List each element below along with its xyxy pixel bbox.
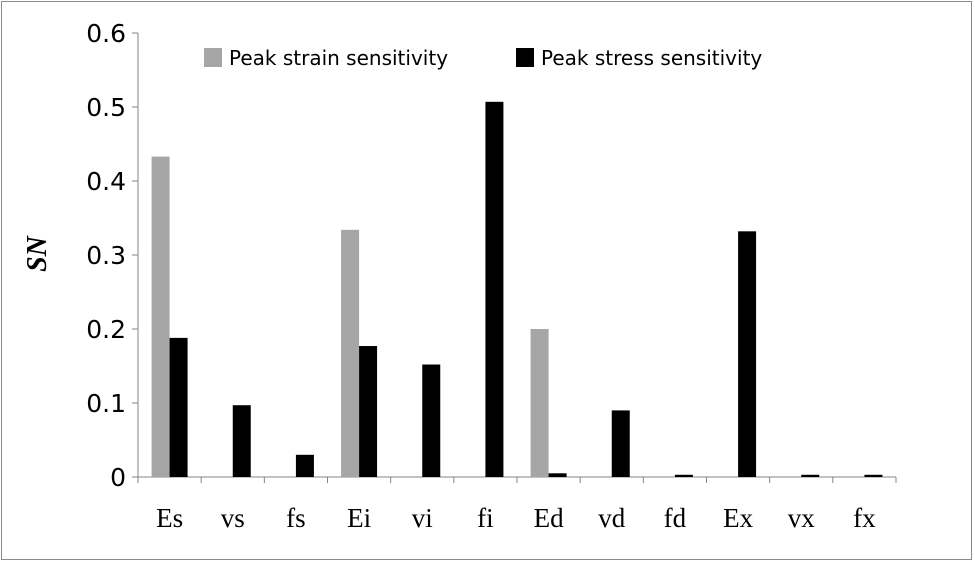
x-category-label: Es (156, 503, 183, 533)
x-category-label: vx (788, 503, 816, 533)
y-tick-label: 0 (110, 463, 126, 492)
y-tick-label: 0.2 (86, 315, 126, 344)
bar-peak-strain-ei (341, 229, 360, 477)
bar-peak-stress-ei (359, 346, 378, 477)
bar-peak-stress-fx (864, 474, 883, 477)
y-axis-label: SN (22, 234, 53, 272)
x-category-label: vd (598, 503, 626, 533)
bar-peak-stress-fi (485, 101, 504, 477)
x-category-label: Ei (347, 503, 371, 533)
bar-peak-stress-vd (611, 410, 630, 477)
y-tick-label: 0.6 (86, 19, 126, 48)
x-category-label: Ed (534, 503, 564, 533)
bar-peak-stress-ed (548, 473, 567, 477)
y-tick-label: 0.5 (86, 93, 126, 122)
bar-peak-stress-vx (801, 474, 820, 477)
bar-peak-stress-ex (738, 231, 757, 477)
x-category-label: Ex (723, 503, 753, 533)
bar-peak-stress-vi (422, 364, 441, 477)
legend-label-peak-stress: Peak stress sensitivity (541, 46, 762, 70)
bar-peak-stress-vs (232, 405, 251, 477)
x-category-label: fs (286, 503, 306, 533)
legend-swatch-peak-strain (204, 48, 222, 67)
y-ticks: 0 0.1 0.2 0.3 0.4 0.5 0.6 (86, 19, 138, 492)
legend-label-peak-strain: Peak strain sensitivity (229, 46, 448, 70)
x-category-label: fx (853, 503, 876, 533)
bars (151, 101, 883, 477)
y-tick-label: 0.4 (86, 167, 126, 196)
axes (137, 33, 897, 483)
x-category-label: fd (664, 503, 687, 533)
legend: Peak strain sensitivity Peak stress sens… (204, 46, 762, 70)
x-category-labels: Es vs fs Ei vi fi Ed vd fd Ex vx fx (156, 503, 876, 533)
y-tick-label: 0.3 (86, 241, 126, 270)
y-tick-label: 0.1 (86, 389, 126, 418)
x-category-label: fi (477, 503, 494, 533)
x-category-label: vs (221, 503, 245, 533)
legend-swatch-peak-stress (516, 48, 534, 67)
bar-peak-stress-fs (295, 454, 314, 477)
bar-peak-strain-ed (530, 329, 549, 477)
x-category-label: vi (412, 503, 433, 533)
bar-peak-strain-es (151, 156, 170, 477)
bar-peak-stress-fd (674, 474, 693, 477)
bar-peak-stress-es (169, 337, 188, 477)
